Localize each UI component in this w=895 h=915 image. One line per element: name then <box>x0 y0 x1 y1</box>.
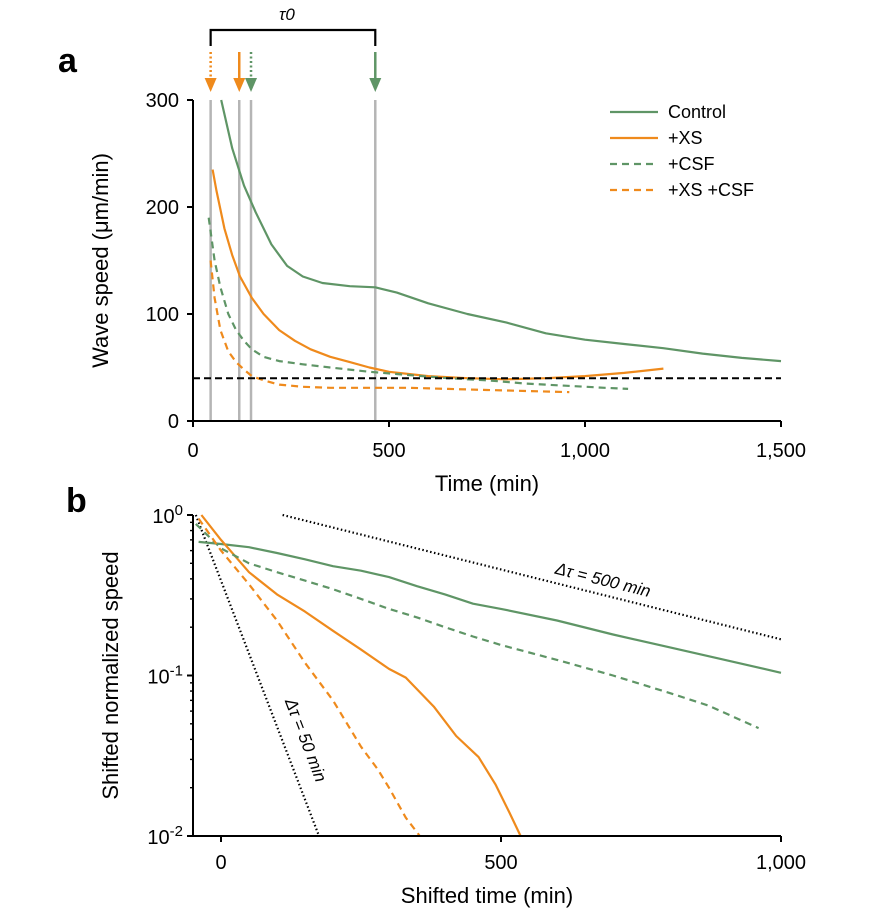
x-tick-label: 500 <box>372 440 405 462</box>
y-axis-label: Shifted normalized speed <box>98 551 123 799</box>
legend-label-control: Control <box>668 102 726 122</box>
series-line-xs-csf <box>197 517 421 837</box>
x-tick-label: 1,000 <box>560 440 610 462</box>
marker-arrowhead-2 <box>233 78 246 92</box>
x-tick-label: 0 <box>187 440 198 462</box>
tau-label: τ0 <box>279 5 295 24</box>
series-line-control <box>198 540 782 674</box>
legend-label-xs: +XS <box>668 128 703 148</box>
reference-lines: Δτ = 50 min Δτ = 500 min <box>194 513 782 837</box>
x-tick-label: 500 <box>484 852 517 874</box>
y-tick-label: 10-1 <box>147 663 183 689</box>
marker-arrowhead-4 <box>369 78 382 92</box>
axes: 0 500 1,000 1,500 0 100 200 300 <box>146 90 806 462</box>
legend-label-csf: +CSF <box>668 154 715 174</box>
panel-a: a τ0 0 500 1,000 1,500 0 100 200 300 Control +XS… <box>58 5 806 496</box>
y-axis-label: Wave speed (μm/min) <box>88 153 113 368</box>
y-tick-label: 100 <box>146 304 179 326</box>
x-tick-label: 1,500 <box>756 440 806 462</box>
legend: Control +XS +CSF +XS +CSF <box>610 102 754 200</box>
tau-bracket: τ0 <box>209 5 377 46</box>
y-tick-label: 200 <box>146 197 179 219</box>
series-line-control <box>220 99 782 363</box>
series-line-csf <box>195 523 760 730</box>
y-tick-label: 100 <box>152 502 183 528</box>
reference-line-label-2: Δτ = 500 min <box>552 559 652 601</box>
x-tick-label: 0 <box>215 852 226 874</box>
series-lines <box>193 99 782 394</box>
marker-arrowhead-3 <box>245 78 258 92</box>
x-tick-label: 1,000 <box>756 852 806 874</box>
y-tick-label: 0 <box>168 411 179 433</box>
legend-label-xs-csf: +XS +CSF <box>668 180 754 200</box>
series-lines <box>195 514 782 837</box>
series-line-xs <box>211 169 664 381</box>
reference-line-2 <box>282 513 782 641</box>
series-line-xs <box>200 514 522 837</box>
axes: 0 500 1,000 100 10-1 10-2 <box>147 502 806 874</box>
panel-a-letter: a <box>58 42 78 80</box>
x-axis-label: Shifted time (min) <box>401 883 573 908</box>
panel-b: b Δτ = 50 min Δτ = 500 min 0 500 1,000 100 10… <box>66 482 806 908</box>
x-axis-label: Time (min) <box>435 471 539 496</box>
reference-line-label-1: Δτ = 50 min <box>281 695 331 785</box>
series-line-csf <box>207 217 629 390</box>
series-line-xs-csf <box>209 260 570 394</box>
y-tick-label: 300 <box>146 90 179 112</box>
y-tick-label: 10-2 <box>147 823 183 849</box>
reference-line-1 <box>194 514 321 837</box>
event-markers <box>204 52 382 421</box>
panel-b-letter: b <box>66 482 87 520</box>
tau-bracket-line <box>209 28 377 46</box>
marker-arrowhead-1 <box>204 78 217 92</box>
